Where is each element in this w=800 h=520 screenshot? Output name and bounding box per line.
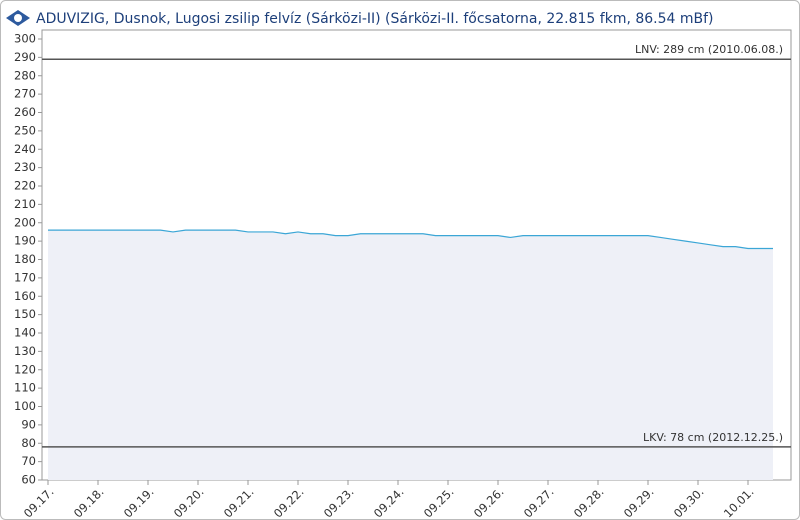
y-tick-label: 190 (14, 234, 36, 248)
y-tick-label: 110 (14, 381, 36, 395)
y-tick-label: 90 (21, 417, 36, 431)
y-tick-label: 60 (21, 473, 36, 487)
y-tick-label: 130 (14, 344, 36, 358)
y-tick-label: 200 (14, 215, 36, 229)
logo-icon (6, 10, 30, 26)
area-fill (48, 230, 773, 480)
y-tick-label: 150 (14, 307, 36, 321)
line (48, 229, 773, 250)
y-tick-label: 260 (14, 105, 36, 119)
y-tick-label: 120 (14, 362, 36, 376)
y-tick-label: 170 (14, 270, 36, 284)
y-tick-label: 250 (14, 123, 36, 137)
reference-label: LKV: 78 cm (2012.12.25.) (643, 431, 783, 444)
y-tick-label: 270 (14, 87, 36, 101)
y-tick-label: 240 (14, 142, 36, 156)
y-tick-label: 300 (14, 32, 36, 46)
y-tick-label: 290 (14, 50, 36, 64)
y-tick-label: 180 (14, 252, 36, 266)
y-tick-label: 70 (21, 454, 36, 468)
y-tick-label: 230 (14, 160, 36, 174)
reference-label: LNV: 289 cm (2010.06.08.) (635, 43, 783, 56)
y-tick-label: 100 (14, 399, 36, 413)
y-tick-label: 140 (14, 326, 36, 340)
y-tick-label: 220 (14, 179, 36, 193)
y-tick-label: 210 (14, 197, 36, 211)
y-tick-label: 160 (14, 289, 36, 303)
y-tick-label: 80 (21, 436, 36, 450)
y-tick-label: 280 (14, 68, 36, 82)
chart-title: ADUVIZIG, Dusnok, Lugosi zsilip felvíz (… (36, 11, 714, 27)
